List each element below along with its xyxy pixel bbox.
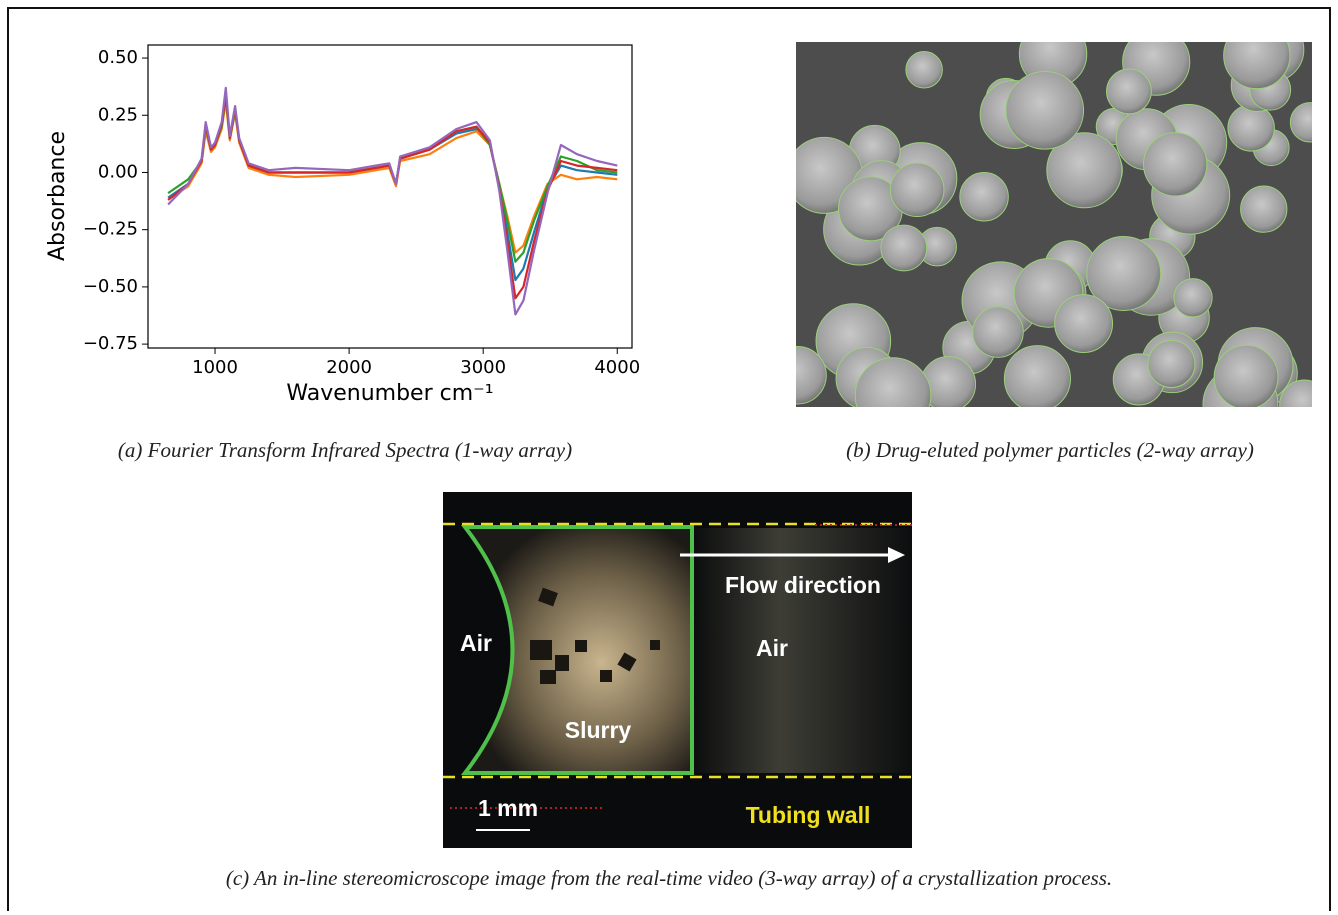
particle (1224, 22, 1290, 88)
particle (1214, 345, 1278, 409)
x-tick-label: 1000 (192, 357, 238, 378)
particle (881, 225, 927, 271)
label: 1 mm (478, 795, 538, 821)
y-axis-label: Absorbance (45, 131, 70, 261)
particle (1006, 72, 1084, 150)
particle (1004, 346, 1070, 412)
particle (1148, 341, 1195, 388)
label: Slurry (565, 717, 632, 743)
particles-image (769, 18, 1330, 442)
particle (1228, 105, 1274, 151)
particle (1241, 186, 1287, 232)
page: Figure {"chart_data": {"type": "line", "… (0, 0, 1338, 911)
caption: (c) An in-line stereomicroscope image fr… (226, 866, 1112, 890)
x-tick-label: 4000 (594, 357, 640, 378)
figure: Absorbance Wavenumber cm⁻¹ 0.50 0.25 0.00 −… (0, 0, 1338, 911)
particle (769, 346, 827, 404)
chart-a: Absorbance Wavenumber cm⁻¹ 0.50 0.25 0.00 −… (45, 45, 640, 406)
y-tick-label: −0.75 (83, 333, 138, 354)
particle (1107, 69, 1152, 114)
caption: (a) Fourier Transform Infrared Spectra (… (118, 438, 572, 462)
particle (1055, 295, 1113, 353)
particle (855, 358, 931, 434)
x-tick-label: 2000 (326, 357, 372, 378)
y-tick-label: 0.00 (98, 161, 138, 182)
air-region (692, 528, 912, 773)
caption: (b) Drug-eluted polymer particles (2-way… (846, 438, 1254, 462)
particle (973, 307, 1024, 358)
label: Air (460, 630, 492, 656)
particle (1290, 103, 1329, 142)
particle (890, 163, 944, 217)
y-tick-label: −0.25 (83, 219, 138, 240)
plot-frame (148, 45, 632, 348)
x-tick-label: 3000 (460, 357, 506, 378)
label: Air (756, 635, 788, 661)
particle (1174, 279, 1212, 317)
particle (906, 52, 942, 88)
series-line (168, 95, 617, 299)
label: Tubing wall (746, 802, 871, 828)
particle (1280, 380, 1330, 430)
label: Flow direction (725, 572, 881, 598)
y-tick-label: −0.50 (83, 276, 138, 297)
stereo-image: Flow direction Air Air Slurry 1 mm Tubin… (443, 492, 912, 848)
y-tick-label: 0.25 (98, 104, 138, 125)
body: Absorbance Wavenumber cm⁻¹ 0.50 0.25 0.00 −… (0, 0, 1338, 911)
particle (960, 173, 1008, 221)
y-tick-label: 0.50 (98, 47, 138, 68)
x-axis-label: Wavenumber cm⁻¹ (286, 381, 493, 406)
particle (1144, 133, 1207, 196)
